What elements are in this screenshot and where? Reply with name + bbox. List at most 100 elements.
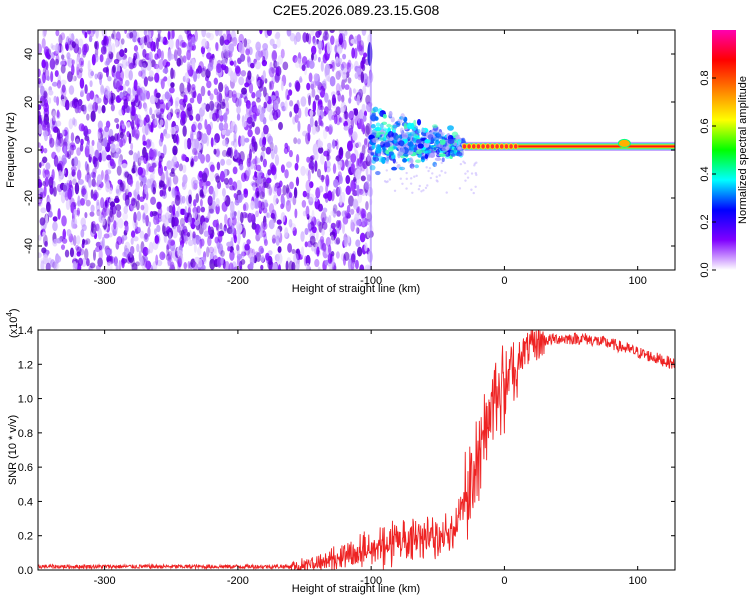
noise-mark xyxy=(116,123,120,130)
noise-mark xyxy=(92,249,96,261)
noise-mark xyxy=(60,192,66,204)
signal-mark xyxy=(424,154,429,160)
noise-mark xyxy=(346,204,351,214)
noise-mark xyxy=(324,92,329,103)
noise-mark xyxy=(154,234,160,244)
noise-mark xyxy=(45,162,51,170)
noise-mark xyxy=(274,33,280,40)
noise-mark xyxy=(92,155,96,165)
noise-mark xyxy=(201,103,206,111)
noise-mark xyxy=(129,57,133,63)
noise-mark xyxy=(159,119,164,126)
noise-mark xyxy=(214,133,220,144)
noise-mark xyxy=(148,138,153,147)
noise-mark xyxy=(155,254,159,266)
noise-mark xyxy=(151,142,155,151)
signal-mark xyxy=(375,170,381,176)
noise-mark xyxy=(142,212,146,224)
noise-mark xyxy=(331,94,336,106)
noise-mark xyxy=(142,140,147,146)
noise-mark xyxy=(183,138,188,150)
x-tick-label: 0 xyxy=(501,575,507,587)
noise-mark xyxy=(176,111,180,119)
noise-mark xyxy=(319,174,326,181)
tone-bead xyxy=(494,143,500,150)
noise-mark xyxy=(265,212,269,218)
noise-mark xyxy=(82,238,86,245)
noise-mark xyxy=(79,67,83,73)
noise-mark xyxy=(108,187,113,195)
noise-mark xyxy=(51,116,56,126)
noise-mark xyxy=(274,72,280,84)
noise-mark xyxy=(318,115,322,127)
noise-mark xyxy=(316,168,322,178)
noise-mark xyxy=(297,58,302,65)
noise-mark xyxy=(136,210,142,222)
noise-mark xyxy=(296,99,300,111)
noise-mark xyxy=(156,63,160,74)
noise-mark xyxy=(148,221,152,228)
signal-mark xyxy=(424,186,428,190)
signal-mark xyxy=(438,153,446,157)
noise-mark xyxy=(142,246,149,257)
noise-mark xyxy=(218,81,224,93)
noise-mark xyxy=(200,238,205,247)
noise-mark xyxy=(300,231,305,242)
x-tick-label: -200 xyxy=(227,275,249,287)
noise-mark xyxy=(194,30,198,42)
noise-mark xyxy=(114,195,120,203)
noise-mark xyxy=(72,178,77,186)
noise-mark xyxy=(48,176,54,189)
noise-mark xyxy=(137,166,144,176)
noise-mark xyxy=(289,32,296,42)
noise-mark xyxy=(343,120,348,128)
noise-mark xyxy=(367,265,371,270)
noise-mark xyxy=(45,262,51,270)
snr-multiplier-base: (x10 xyxy=(8,317,20,338)
noise-mark xyxy=(106,174,110,183)
noise-mark xyxy=(201,221,208,231)
noise-mark xyxy=(225,158,232,166)
signal-mark xyxy=(435,148,440,155)
signal-mark xyxy=(377,152,382,157)
noise-mark xyxy=(84,31,88,39)
noise-mark xyxy=(216,161,221,171)
noise-mark xyxy=(226,30,231,37)
noise-mark xyxy=(95,264,101,270)
noise-mark xyxy=(355,226,359,234)
noise-mark xyxy=(312,100,317,113)
signal-mark xyxy=(439,139,446,145)
noise-mark xyxy=(192,261,198,270)
tone-bead xyxy=(461,143,468,150)
signal-mark xyxy=(433,136,440,142)
noise-mark xyxy=(286,30,292,37)
noise-mark xyxy=(341,210,348,218)
noise-mark xyxy=(99,54,104,63)
noise-mark xyxy=(234,199,240,206)
noise-mark xyxy=(290,223,296,232)
noise-mark xyxy=(144,124,149,136)
signal-mark xyxy=(370,114,377,122)
noise-mark xyxy=(241,193,245,200)
noise-mark xyxy=(41,120,48,131)
noise-mark xyxy=(123,205,128,215)
noise-mark xyxy=(267,169,272,176)
noise-mark xyxy=(311,123,317,136)
noise-mark xyxy=(233,60,237,68)
noise-mark xyxy=(341,223,345,234)
noise-mark xyxy=(171,187,177,199)
noise-mark xyxy=(56,79,62,89)
noise-mark xyxy=(348,127,354,136)
signal-mark xyxy=(379,122,384,129)
noise-mark xyxy=(365,123,371,135)
noise-mark xyxy=(285,260,289,270)
noise-mark xyxy=(209,93,214,101)
noise-mark xyxy=(76,263,82,270)
noise-mark xyxy=(186,49,191,61)
noise-mark xyxy=(190,160,194,168)
noise-mark xyxy=(340,101,346,113)
noise-mark xyxy=(48,97,52,105)
noise-mark xyxy=(288,218,293,228)
noise-mark xyxy=(120,138,126,147)
